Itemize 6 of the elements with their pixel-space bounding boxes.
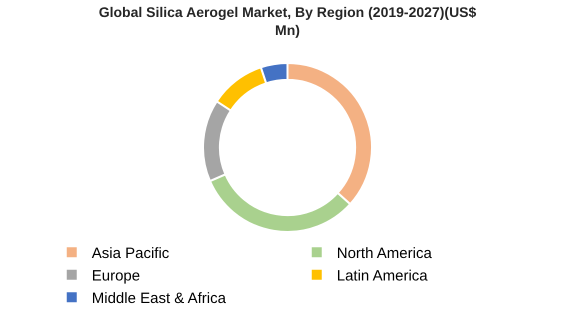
- chart-title: Global Silica Aerogel Market, By Region (2019-2027)(US$ Mn): [98, 4, 477, 38]
- legend-label: Middle East & Africa: [92, 290, 227, 308]
- legend-label: Europe: [92, 268, 140, 285]
- legend-label: Asia Pacific: [92, 245, 170, 262]
- legend-label: North America: [336, 245, 432, 262]
- legend-label: Latin America: [336, 268, 428, 285]
